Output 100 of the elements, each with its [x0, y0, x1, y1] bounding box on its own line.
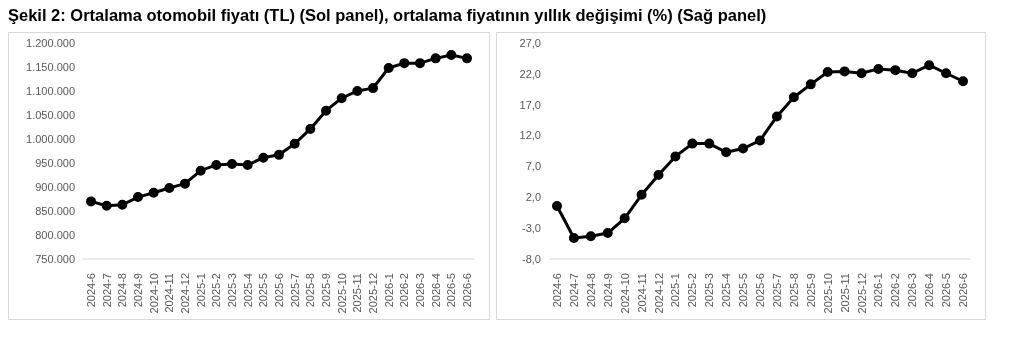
point — [619, 213, 630, 224]
x-tick-label: 2024-12 — [652, 273, 665, 314]
x-tick-label: 2025-11 — [838, 273, 851, 313]
point — [788, 92, 799, 103]
x-tick-label: 2026-2 — [398, 273, 411, 308]
point — [274, 149, 284, 160]
x-tick-label: 2025-4 — [720, 273, 733, 308]
x-tick-label: 2024-9 — [132, 273, 144, 308]
point — [383, 62, 394, 73]
x-tick-label: 2024-6 — [551, 273, 563, 308]
x-tick-label: 2025-11 — [351, 273, 364, 313]
y-tick-label: 800.000 — [35, 228, 75, 241]
x-tick-label: 2024-8 — [584, 273, 597, 308]
point — [86, 196, 96, 207]
x-tick-label: 2026-1 — [382, 273, 395, 308]
y-tick-label: 900.000 — [35, 180, 75, 193]
x-tick-label: 2024-11 — [163, 273, 176, 313]
x-tick-label: 2026-5 — [940, 273, 953, 308]
x-tick-label: 2024-8 — [116, 273, 129, 308]
x-tick-label: 2026-6 — [957, 273, 969, 308]
y-tick-label: 1.200.000 — [26, 36, 75, 49]
x-tick-label: 2025-4 — [241, 273, 254, 308]
point — [653, 170, 664, 181]
point — [890, 65, 901, 76]
y-tick-label: 22,0 — [519, 67, 541, 80]
x-tick-label: 2025-9 — [804, 273, 817, 308]
x-tick-label: 2026-2 — [889, 273, 902, 308]
point — [227, 158, 237, 169]
point — [924, 60, 935, 71]
x-tick-label: 2025-7 — [770, 273, 783, 308]
point — [568, 233, 579, 244]
x-tick-label: 2025-6 — [273, 273, 285, 308]
x-tick-label: 2024-7 — [567, 273, 580, 308]
x-tick-label: 2025-8 — [304, 273, 317, 308]
point — [822, 67, 833, 78]
x-tick-label: 2024-6 — [85, 273, 97, 308]
x-tick-label: 2026-6 — [461, 273, 473, 308]
point — [336, 93, 347, 104]
point — [805, 79, 816, 90]
x-tick-label: 2024-12 — [179, 273, 191, 314]
point — [958, 76, 968, 87]
point — [195, 165, 206, 176]
point — [721, 147, 732, 158]
point — [211, 159, 222, 170]
point — [907, 68, 918, 79]
x-tick-label: 2025-1 — [669, 273, 682, 308]
point — [636, 189, 647, 200]
point — [839, 66, 850, 77]
x-tick-label: 2025-2 — [686, 273, 699, 308]
point — [856, 68, 867, 79]
x-tick-label: 2025-3 — [226, 273, 238, 308]
x-tick-label: 2024-9 — [601, 273, 614, 308]
point — [670, 151, 681, 162]
x-tick-label: 2025-7 — [288, 273, 301, 308]
x-tick-label: 2024-7 — [100, 273, 113, 308]
x-tick-label: 2025-5 — [257, 273, 270, 308]
point — [602, 228, 613, 239]
y-tick-label: 750.000 — [35, 252, 75, 265]
x-tick-label: 2026-4 — [923, 273, 936, 308]
point — [755, 135, 765, 146]
point — [101, 200, 112, 211]
point — [258, 152, 269, 163]
point — [352, 86, 363, 96]
y-tick-label: 17,0 — [519, 98, 541, 111]
point — [117, 199, 128, 210]
point — [704, 138, 715, 149]
point — [873, 63, 884, 74]
point — [585, 231, 596, 242]
point — [446, 50, 457, 60]
x-tick-label: 2025-3 — [703, 273, 716, 308]
point — [415, 58, 425, 69]
x-tick-label: 2025-10 — [821, 273, 834, 314]
point — [738, 143, 749, 154]
x-tick-label: 2024-10 — [147, 273, 160, 314]
x-tick-label: 2025-12 — [855, 273, 868, 314]
y-tick-label: -8,0 — [522, 252, 541, 265]
x-tick-label: 2026-3 — [414, 273, 426, 308]
y-tick-label: 27,0 — [519, 36, 541, 49]
point — [242, 159, 253, 170]
point — [552, 200, 562, 211]
y-tick-label: 1.150.000 — [26, 60, 75, 73]
point — [305, 123, 316, 134]
point — [148, 187, 159, 198]
x-tick-label: 2025-9 — [320, 273, 332, 308]
y-tick-label: 950.000 — [35, 156, 75, 169]
point — [399, 58, 410, 69]
point — [462, 53, 472, 64]
x-tick-label: 2025-1 — [194, 273, 207, 308]
y-tick-label: 850.000 — [35, 204, 75, 217]
chart-title: Şekil 2: Ortalama otomobil fiyatı (TL) (Sol panel), ortalama fiyatının yıllık değişimi (%) (Sağ panel) — [8, 6, 768, 26]
x-tick-label: 2026-4 — [429, 273, 442, 308]
y-tick-label: 2,0 — [525, 191, 541, 204]
y-tick-label: 1.000.000 — [26, 132, 75, 145]
x-tick-label: 2024-10 — [618, 273, 631, 314]
x-tick-label: 2025-5 — [737, 273, 750, 308]
point — [368, 83, 378, 94]
point — [133, 192, 143, 203]
y-tick-label: 1.100.000 — [26, 84, 75, 97]
x-tick-label: 2025-8 — [787, 273, 800, 308]
x-tick-label: 2026-5 — [445, 273, 458, 308]
